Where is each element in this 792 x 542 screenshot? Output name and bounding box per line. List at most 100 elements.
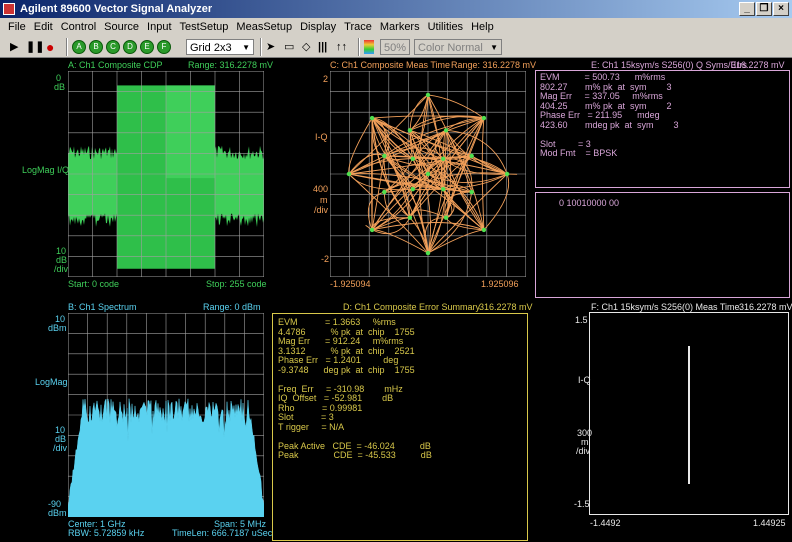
pane-a-range: Range: 316.2278 mV bbox=[188, 60, 274, 70]
constellation-symbol bbox=[425, 92, 431, 98]
menu-help[interactable]: Help bbox=[471, 21, 494, 33]
play-icon[interactable]: ▶ bbox=[10, 41, 19, 53]
constellation-trace bbox=[372, 115, 484, 119]
pane-b-timelen: TimeLen: 666.7187 uSec bbox=[172, 528, 273, 538]
constellation-symbol bbox=[504, 171, 510, 177]
constellation-trace bbox=[409, 129, 508, 175]
meas-time-plot[interactable] bbox=[589, 312, 789, 515]
pane-f-xmin: -1.4492 bbox=[590, 518, 621, 528]
pane-e-title: E: Ch1 15ksym/s S256(0) Q Syms/Errs bbox=[591, 60, 748, 70]
constellation-trace bbox=[371, 155, 385, 230]
menu-file[interactable]: File bbox=[8, 21, 26, 33]
pane-d-title: D: Ch1 Composite Error Summary bbox=[343, 302, 481, 312]
constellation-trace bbox=[371, 117, 508, 175]
spectrum-plot[interactable] bbox=[68, 313, 264, 517]
cdp-plot[interactable] bbox=[68, 71, 264, 277]
pane-c-scale-unit2: /div bbox=[314, 205, 329, 215]
menu-utilities[interactable]: Utilities bbox=[427, 21, 464, 33]
pane-b-bot-value: -90 bbox=[48, 499, 62, 509]
grid-layout-select[interactable]: Grid 2x3 ▼ bbox=[186, 39, 254, 55]
constellation-trace bbox=[445, 130, 452, 218]
trace-a-button[interactable]: A bbox=[72, 40, 86, 54]
pointer-icon[interactable]: ➤ bbox=[266, 41, 276, 53]
band-marker-icon[interactable]: ||| bbox=[318, 41, 328, 53]
pane-a-ylabel: LogMag I/Q bbox=[22, 165, 70, 175]
spectrum-trace bbox=[68, 398, 264, 517]
pane-b-top-unit: dBm bbox=[48, 323, 67, 333]
record-icon[interactable]: ● bbox=[46, 39, 55, 55]
trace-pane-b[interactable]: B: Ch1 Spectrum Range: 0 dBm 10 dBm LogM… bbox=[0, 301, 272, 542]
menu-testsetup[interactable]: TestSetup bbox=[179, 21, 229, 33]
constellation-symbol bbox=[481, 227, 487, 233]
constellation-trace bbox=[371, 117, 429, 254]
trace-c-button[interactable]: C bbox=[106, 40, 120, 54]
constellation-trace bbox=[409, 130, 431, 254]
chevron-down-icon: ▼ bbox=[242, 43, 250, 52]
persistence-percent[interactable]: 50% bbox=[380, 39, 410, 55]
menu-input[interactable]: Input bbox=[147, 21, 172, 33]
menu-control[interactable]: Control bbox=[60, 21, 97, 33]
constellation-trace bbox=[371, 117, 414, 160]
trace-workspace: A: Ch1 Composite CDP Range: 316.2278 mV … bbox=[0, 59, 792, 542]
window-title: Agilent 89600 Vector Signal Analyzer bbox=[20, 3, 213, 15]
constellation-trace bbox=[348, 94, 429, 175]
pause-icon[interactable]: ❚❚ bbox=[26, 41, 45, 53]
diamond-marker-icon[interactable]: ◇ bbox=[302, 41, 311, 53]
trace-pane-e[interactable]: E: Ch1 15ksym/s S256(0) Q Syms/Errs 316.… bbox=[533, 59, 792, 299]
color-scale-icon[interactable] bbox=[364, 40, 374, 54]
trace-f-button[interactable]: F bbox=[157, 40, 171, 54]
constellation-trace bbox=[427, 117, 485, 254]
pane-f-scale-unit1: m bbox=[581, 437, 589, 447]
menu-trace[interactable]: Trace bbox=[344, 21, 372, 33]
constellation-symbol bbox=[443, 128, 449, 133]
trace-pane-f[interactable]: F: Ch1 15ksym/s S256(0) Meas Time 316.22… bbox=[533, 301, 792, 542]
peak-marker-icon[interactable]: ↑↑ bbox=[336, 41, 347, 53]
constellation-trace bbox=[427, 173, 508, 254]
constellation-trace bbox=[371, 117, 411, 218]
constellation-trace bbox=[384, 155, 472, 158]
trace-pane-c[interactable]: C: Ch1 Composite Meas Time Range: 316.22… bbox=[268, 59, 536, 299]
trace-e-button[interactable]: E bbox=[140, 40, 154, 54]
constellation-symbol bbox=[425, 171, 431, 177]
menu-markers[interactable]: Markers bbox=[379, 21, 420, 33]
constellation-trace bbox=[365, 225, 373, 231]
constellation-trace bbox=[427, 94, 473, 193]
constellation-symbol bbox=[443, 215, 449, 220]
pane-b-mid-unit1: dB bbox=[55, 434, 67, 444]
trace-pane-d[interactable]: D: Ch1 Composite Error Summary 316.2278 … bbox=[268, 301, 533, 542]
pane-b-rbw: RBW: 5.72859 kHz bbox=[68, 528, 145, 538]
constellation-symbol bbox=[469, 153, 474, 159]
constellation-plot[interactable] bbox=[330, 71, 526, 277]
trace-d-button[interactable]: D bbox=[123, 40, 137, 54]
symbol-error-text: EVM = 500.73 m%rms 802.27 m% pk at sym 3… bbox=[540, 72, 679, 158]
constellation-trace bbox=[348, 155, 472, 175]
constellation-trace bbox=[372, 229, 429, 254]
trace-b-button[interactable]: B bbox=[89, 40, 103, 54]
constellation-trace bbox=[371, 130, 447, 231]
pane-b-range: Range: 0 dBm bbox=[203, 302, 261, 312]
pane-c-xmax: 1.925096 bbox=[481, 279, 519, 289]
constellation-trace bbox=[442, 158, 508, 175]
menu-edit[interactable]: Edit bbox=[33, 21, 53, 33]
zoom-box-icon[interactable]: ▭ bbox=[284, 41, 295, 53]
menu-display[interactable]: Display bbox=[300, 21, 337, 33]
constellation-trace bbox=[409, 94, 429, 159]
constellation-symbol bbox=[410, 156, 415, 161]
pane-a-bot-value: 10 bbox=[56, 246, 67, 256]
constellation-trace bbox=[409, 115, 484, 131]
menu-meassetup[interactable]: MeasSetup bbox=[236, 21, 293, 33]
pane-c-scale-unit1: m bbox=[320, 195, 328, 205]
pane-c-bot-value: -2 bbox=[321, 254, 330, 264]
pane-b-span: Span: 5 MHz bbox=[214, 519, 267, 529]
minimize-button[interactable]: _ bbox=[739, 2, 755, 16]
color-scheme-select[interactable]: Color Normal ▼ bbox=[414, 39, 502, 55]
constellation-symbol bbox=[481, 115, 487, 121]
constellation-symbol bbox=[407, 215, 413, 220]
pane-c-ylabel: I-Q bbox=[315, 132, 328, 142]
pane-a-stop: Stop: 255 code bbox=[206, 279, 267, 289]
pane-c-title: C: Ch1 Composite Meas Time bbox=[330, 60, 451, 70]
close-button[interactable]: × bbox=[773, 2, 789, 16]
menu-source[interactable]: Source bbox=[104, 21, 140, 33]
restore-button[interactable]: ❐ bbox=[756, 2, 772, 16]
trace-pane-a[interactable]: A: Ch1 Composite CDP Range: 316.2278 mV … bbox=[0, 59, 273, 299]
